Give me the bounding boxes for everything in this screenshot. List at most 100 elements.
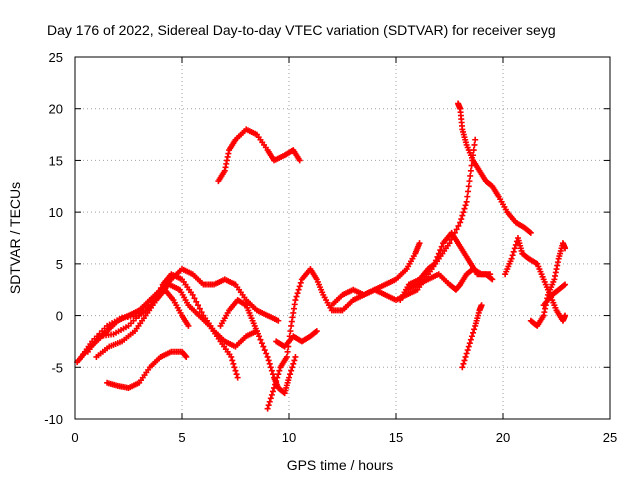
plot-frame: [74, 56, 611, 420]
series-arc-12: [403, 266, 494, 293]
x-tick-label: 20: [496, 430, 510, 445]
data-point: [229, 357, 236, 364]
series-arc-14: [459, 302, 485, 371]
data-point: [430, 261, 437, 268]
data-point: [293, 293, 300, 300]
data-point: [465, 188, 472, 195]
data-point: [288, 367, 295, 374]
data-point: [268, 367, 275, 374]
data-point: [290, 360, 297, 367]
data-point: [185, 322, 192, 329]
series-arc-17: [540, 281, 569, 309]
data-point: [455, 222, 462, 229]
data-point: [286, 374, 292, 381]
y-axis-label: SDTVAR / TECUs: [7, 182, 23, 294]
series-arc-6: [215, 126, 303, 185]
data-point: [228, 353, 235, 360]
data-point: [232, 367, 239, 374]
data-point: [275, 317, 282, 324]
data-point: [510, 248, 517, 255]
data-point: [292, 353, 299, 360]
grid-lines: [75, 57, 610, 419]
data-marks: [74, 100, 569, 412]
data-point: [266, 360, 273, 367]
series-arc-9: [273, 328, 320, 350]
data-point: [465, 183, 472, 190]
data-point: [265, 402, 272, 409]
data-point: [464, 193, 471, 200]
data-point: [266, 398, 273, 405]
data-point: [468, 333, 475, 340]
data-point: [431, 260, 438, 267]
data-point: [264, 405, 271, 412]
data-point: [263, 350, 270, 357]
data-point: [287, 371, 294, 378]
data-point: [562, 312, 569, 319]
data-point: [283, 353, 290, 360]
data-point: [471, 141, 478, 148]
data-point: [198, 309, 205, 316]
series-arc-4: [93, 286, 192, 360]
data-point: [261, 347, 268, 354]
data-point: [257, 336, 264, 343]
data-point: [295, 286, 302, 293]
data-point: [296, 283, 303, 290]
data-point: [453, 226, 460, 233]
data-point: [296, 157, 303, 164]
data-point: [274, 374, 281, 381]
x-tick-label: 25: [603, 430, 617, 445]
x-tick-label: 0: [71, 430, 78, 445]
x-axis-label: GPS time / hours: [287, 457, 394, 473]
data-point: [183, 353, 190, 360]
data-point: [467, 172, 474, 179]
y-tick-label: -5: [51, 360, 63, 375]
data-point: [256, 333, 263, 340]
data-point: [268, 391, 275, 398]
data-point: [472, 136, 479, 143]
data-point: [271, 384, 278, 391]
data-point: [489, 276, 496, 283]
x-axis-ticks: 0 5 10 15 20 25: [71, 57, 617, 445]
data-point: [487, 271, 494, 278]
data-point: [289, 364, 296, 371]
x-tick-label: 15: [389, 430, 403, 445]
data-point: [462, 353, 469, 360]
y-tick-label: 25: [49, 50, 63, 65]
data-point: [291, 357, 298, 364]
data-point: [189, 291, 196, 298]
data-point: [195, 302, 202, 309]
data-point: [275, 371, 282, 378]
data-point: [191, 295, 198, 302]
data-point: [294, 290, 301, 297]
data-point: [287, 328, 294, 335]
y-tick-label: 0: [56, 309, 63, 324]
data-point: [460, 209, 467, 216]
data-point: [260, 343, 267, 350]
series-arc-3: [84, 281, 241, 381]
data-point: [478, 302, 485, 309]
y-tick-label: 15: [49, 153, 63, 168]
data-point: [313, 328, 320, 335]
data-point: [292, 297, 299, 304]
series-arc-13: [455, 100, 534, 236]
data-point: [297, 279, 304, 286]
data-point: [273, 378, 280, 385]
series-arc-5: [104, 348, 190, 391]
data-point: [459, 364, 466, 371]
data-point: [471, 326, 478, 333]
data-point: [467, 336, 474, 343]
data-point: [193, 298, 200, 305]
data-point: [438, 243, 445, 250]
data-point: [434, 253, 441, 260]
data-point: [196, 305, 203, 312]
data-point: [527, 229, 534, 236]
data-point: [512, 241, 519, 248]
data-point: [458, 216, 465, 223]
data-point: [463, 198, 470, 205]
data-point: [437, 247, 444, 254]
data-point: [464, 347, 471, 354]
data-point: [264, 353, 271, 360]
x-tick-label: 10: [282, 430, 296, 445]
chart-title: Day 176 of 2022, Sidereal Day-to-day VTE…: [47, 22, 556, 38]
